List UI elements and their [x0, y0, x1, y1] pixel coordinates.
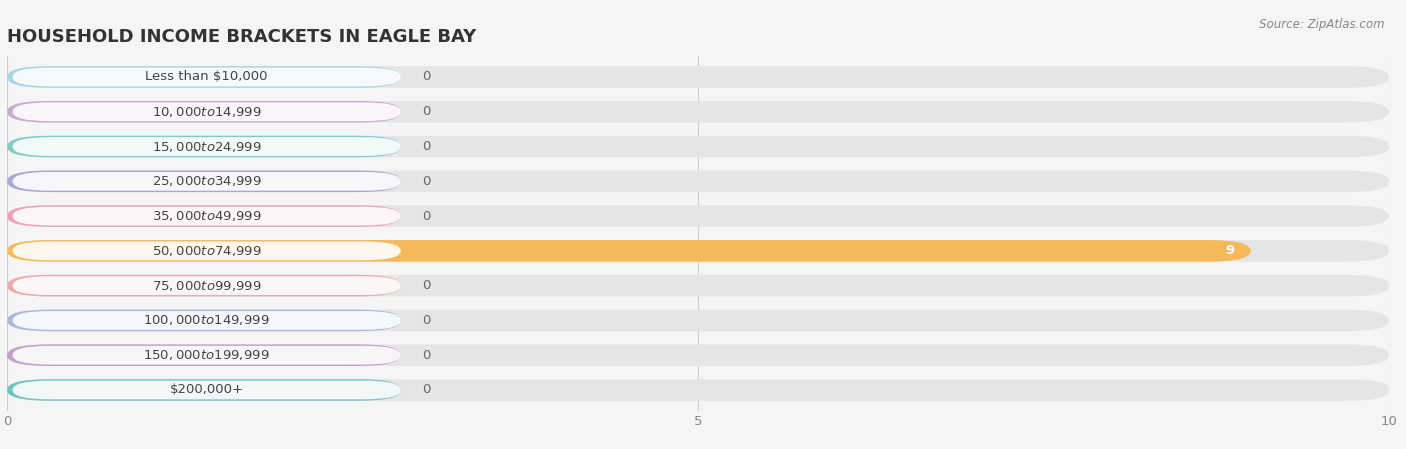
FancyBboxPatch shape	[7, 310, 401, 331]
FancyBboxPatch shape	[7, 66, 401, 88]
FancyBboxPatch shape	[13, 137, 401, 156]
FancyBboxPatch shape	[13, 276, 401, 295]
Text: $200,000+: $200,000+	[170, 383, 243, 396]
FancyBboxPatch shape	[7, 240, 1389, 262]
FancyBboxPatch shape	[7, 171, 1389, 192]
FancyBboxPatch shape	[7, 101, 1389, 123]
FancyBboxPatch shape	[13, 172, 401, 191]
FancyBboxPatch shape	[13, 102, 401, 121]
FancyBboxPatch shape	[7, 66, 1389, 88]
FancyBboxPatch shape	[13, 242, 401, 260]
FancyBboxPatch shape	[7, 240, 1251, 262]
FancyBboxPatch shape	[7, 205, 1389, 227]
Text: $50,000 to $74,999: $50,000 to $74,999	[152, 244, 262, 258]
FancyBboxPatch shape	[7, 344, 1389, 366]
Text: 0: 0	[422, 383, 430, 396]
Text: $150,000 to $199,999: $150,000 to $199,999	[143, 348, 270, 362]
FancyBboxPatch shape	[7, 171, 401, 192]
FancyBboxPatch shape	[7, 275, 401, 296]
Text: 0: 0	[422, 349, 430, 362]
Text: 0: 0	[422, 175, 430, 188]
Text: 0: 0	[422, 279, 430, 292]
FancyBboxPatch shape	[7, 275, 1389, 296]
FancyBboxPatch shape	[7, 101, 401, 123]
Text: Source: ZipAtlas.com: Source: ZipAtlas.com	[1260, 18, 1385, 31]
FancyBboxPatch shape	[13, 311, 401, 330]
FancyBboxPatch shape	[7, 205, 401, 227]
Text: 9: 9	[1225, 244, 1234, 257]
Text: HOUSEHOLD INCOME BRACKETS IN EAGLE BAY: HOUSEHOLD INCOME BRACKETS IN EAGLE BAY	[7, 28, 477, 46]
FancyBboxPatch shape	[7, 379, 1389, 401]
FancyBboxPatch shape	[13, 346, 401, 365]
FancyBboxPatch shape	[13, 207, 401, 225]
Text: 0: 0	[422, 105, 430, 118]
Text: $100,000 to $149,999: $100,000 to $149,999	[143, 313, 270, 327]
FancyBboxPatch shape	[7, 310, 1389, 331]
FancyBboxPatch shape	[13, 68, 401, 86]
Text: $35,000 to $49,999: $35,000 to $49,999	[152, 209, 262, 223]
FancyBboxPatch shape	[7, 136, 401, 157]
Text: Less than $10,000: Less than $10,000	[145, 70, 269, 84]
FancyBboxPatch shape	[7, 136, 1389, 157]
Text: 0: 0	[422, 70, 430, 84]
Text: $25,000 to $34,999: $25,000 to $34,999	[152, 174, 262, 188]
Text: 0: 0	[422, 210, 430, 223]
Text: 0: 0	[422, 140, 430, 153]
Text: 0: 0	[422, 314, 430, 327]
FancyBboxPatch shape	[13, 381, 401, 399]
Text: $15,000 to $24,999: $15,000 to $24,999	[152, 140, 262, 154]
Text: $75,000 to $99,999: $75,000 to $99,999	[152, 279, 262, 293]
Text: $10,000 to $14,999: $10,000 to $14,999	[152, 105, 262, 119]
FancyBboxPatch shape	[7, 344, 401, 366]
FancyBboxPatch shape	[7, 379, 401, 401]
